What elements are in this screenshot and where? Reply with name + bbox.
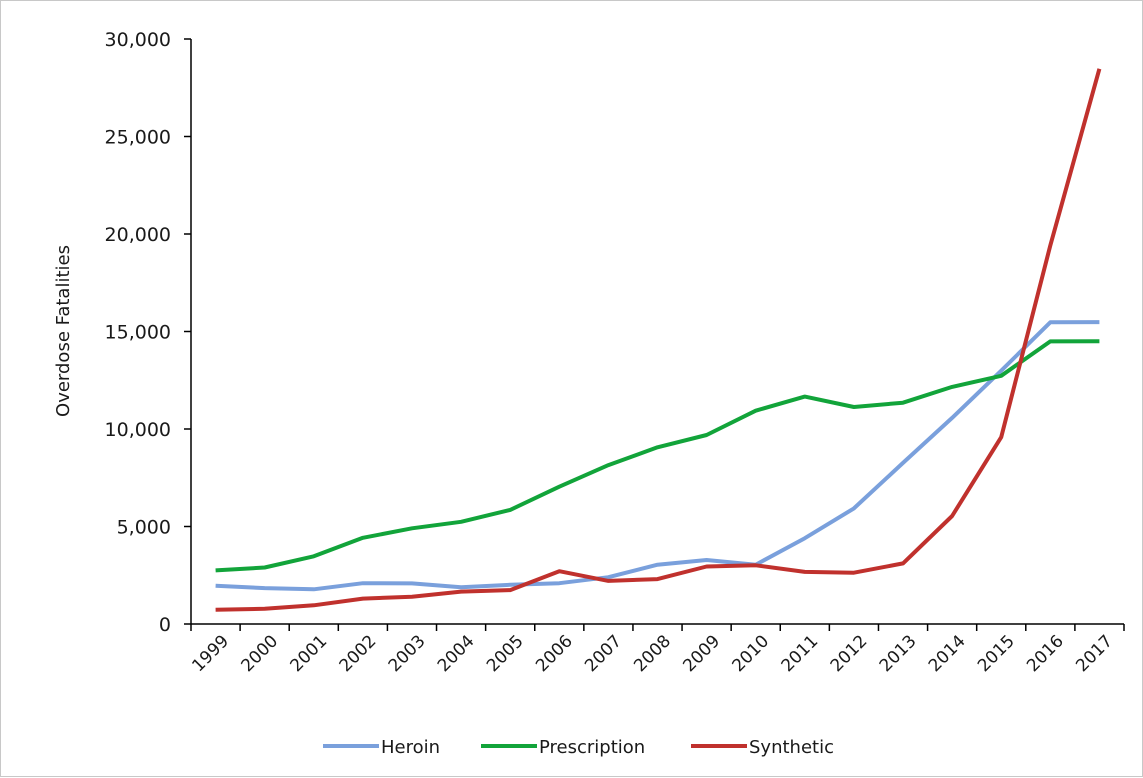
y-tick-label: 25,000	[105, 127, 171, 149]
x-tick-label: 2012	[827, 631, 872, 676]
x-tick-label: 2016	[1023, 631, 1068, 676]
legend-label-synthetic: Synthetic	[749, 737, 834, 758]
x-tick-label: 2001	[287, 631, 332, 676]
x-tick-label: 2000	[237, 631, 282, 676]
series-line-synthetic	[215, 68, 1102, 612]
x-tick-label: 2002	[336, 631, 381, 676]
legend-label-heroin: Heroin	[381, 737, 440, 758]
series-line-heroin	[215, 320, 1100, 592]
series-line-prescription	[215, 339, 1100, 573]
x-tick-label: 1999	[188, 631, 233, 676]
legend-label-prescription: Prescription	[539, 737, 645, 758]
x-tick-label: 2006	[532, 631, 577, 676]
legend: Heroin Prescription Synthetic	[323, 737, 834, 758]
x-tick-label: 2011	[778, 631, 823, 676]
series-lines	[215, 68, 1102, 612]
y-tick-label: 5,000	[117, 517, 171, 539]
x-tick-label: 2004	[434, 631, 479, 676]
y-axis-title: Overdose Fatalities	[53, 245, 74, 417]
y-tick-label: 0	[159, 614, 171, 636]
y-tick-label: 15,000	[105, 322, 171, 344]
x-tick-label: 2010	[729, 631, 774, 676]
x-tick-label: 2003	[385, 631, 430, 676]
y-tick-label: 10,000	[105, 419, 171, 441]
x-tick-label: 2008	[630, 631, 675, 676]
x-tick-label: 2013	[876, 631, 921, 676]
x-tick-label: 2015	[974, 631, 1019, 676]
x-tick-label: 2017	[1072, 631, 1117, 676]
x-tick-label: 2007	[581, 631, 626, 676]
y-tick-label: 20,000	[105, 224, 171, 246]
y-tick-labels: 0 5,000 10,000 15,000 20,000 25,000 30,000	[105, 29, 171, 636]
x-tick-labels: 1999 2000 2001 2002 2003 2004 2005 2006 2007 2008…	[188, 631, 1117, 676]
x-tick-label: 2005	[483, 631, 528, 676]
x-tick-label: 2014	[925, 631, 970, 676]
y-tick-label: 30,000	[105, 29, 171, 51]
x-tick-label: 2009	[679, 631, 724, 676]
axes	[184, 38, 1125, 631]
